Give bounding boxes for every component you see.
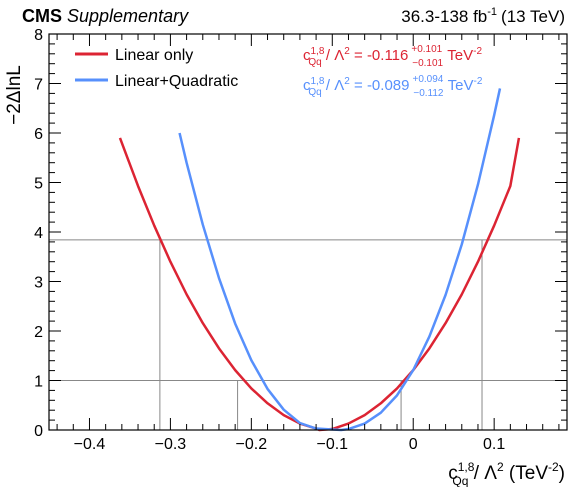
x-tick-label-2: −0.2 (236, 436, 268, 453)
y-tick-label-1: 1 (34, 374, 43, 391)
legend-label-quadratic: Linear+Quadratic (115, 73, 238, 90)
supplementary-label: Supplementary (67, 6, 189, 26)
y-tick-label-6: 6 (34, 126, 43, 143)
cms-label: CMS (22, 6, 62, 26)
y-tick-label-2: 2 (34, 324, 43, 341)
x-axis-label: c1,8 Qq / Λ2 (TeV-2) (448, 460, 565, 487)
plot-area: −0.4 −0.3 −0.2 −0.1 0 0.1 0 1 2 3 4 5 6 7 8 (34, 27, 568, 453)
legend: Linear only Linear+Quadratic (75, 47, 238, 90)
y-tick-label-3: 3 (34, 275, 43, 292)
series-line-1 (178, 88, 502, 432)
result-linear: c1,8 Qq / Λ2 = -0.116 +0.101 −0.101 TeV-2 (303, 44, 482, 69)
x-tick-label-0: −0.4 (74, 436, 106, 453)
series-line-0 (118, 137, 521, 432)
y-tick-label-5: 5 (34, 176, 43, 193)
x-tick-label-3: −0.1 (316, 436, 348, 453)
x-tick-label-4: 0 (409, 436, 418, 453)
y-axis-label: −2ΔlnL (4, 65, 25, 125)
result-quadratic: c1,8 Qq / Λ2 = -0.089 +0.094 −0.112 TeV-2 (303, 74, 483, 99)
y-tick-label-7: 7 (34, 77, 43, 94)
y-tick-label-8: 8 (34, 27, 43, 44)
y-tick-label-0: 0 (34, 423, 43, 440)
x-tick-label-1: −0.3 (155, 436, 187, 453)
legend-label-linear: Linear only (115, 47, 193, 64)
y-tick-label-4: 4 (34, 225, 43, 242)
x-tick-label-5: 0.1 (483, 436, 505, 453)
lumi-label: 36.3-138 fb-1 (13 TeV) (401, 6, 565, 26)
